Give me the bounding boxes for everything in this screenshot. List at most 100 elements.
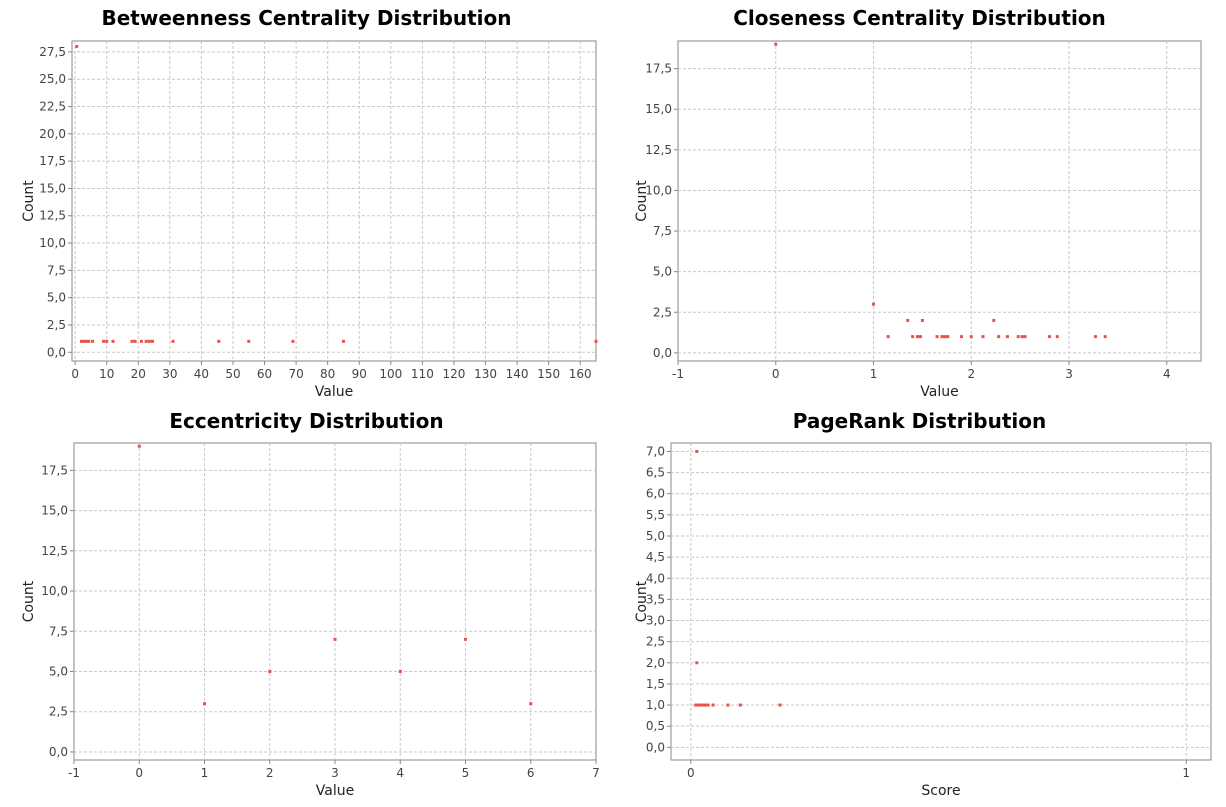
y-tick-label: 7,0 [646,444,665,458]
x-tick-label: -1 [68,766,80,780]
data-point [1103,335,1107,339]
data-point [203,702,206,706]
data-point [704,703,708,707]
x-tick-label: 0 [135,766,143,780]
x-tick-label: 2 [266,766,274,780]
data-point [464,637,467,641]
data-point [1023,335,1027,339]
y-tick-label: 17,5 [41,463,68,477]
data-point [699,703,703,707]
x-tick-label: 160 [569,367,592,381]
y-tick-label: 25,0 [39,72,66,86]
y-tick-label: 5,0 [47,291,66,305]
data-point [726,703,730,707]
data-point [959,335,963,339]
y-tick-label: 2,5 [646,635,665,649]
y-tick-label: 12,5 [41,544,68,558]
data-point [144,339,148,343]
y-tick-label: 12,5 [39,209,66,223]
data-point [711,703,715,707]
data-point [130,339,134,343]
y-tick-label: 10,0 [645,183,672,197]
y-axis-label: Count [634,580,650,622]
data-point [82,339,86,343]
data-point [247,339,251,343]
data-point [1005,335,1009,339]
eccentricity-chart: -1 0 1 2 3 4 5 6 7 0,0 2,5 5,0 7,5 10,0 12,5 15,0 17,5 Va… [21,442,600,799]
x-tick-label: 120 [442,367,465,381]
x-tick-label: 1 [1182,766,1190,780]
x-tick-label: 10 [99,367,114,381]
y-axis-label: Count [21,180,37,222]
data-point [695,449,699,453]
x-tick-label: 0 [772,367,780,381]
x-tick-label: 80 [320,367,335,381]
y-tick-label: 7,5 [47,263,66,277]
x-tick-label: 3 [331,766,339,780]
data-point [79,339,83,343]
y-tick-label: 5,0 [646,529,665,543]
data-point [111,339,115,343]
data-point [75,44,79,48]
data-point [333,637,337,641]
y-tick-label: 15,0 [39,181,66,195]
y-tick-label: 17,5 [645,62,672,76]
y-tick-label: 10,0 [41,584,68,598]
y-tick-label: 0,0 [646,740,665,754]
y-tick-label: 0,0 [49,745,68,759]
y-tick-label: 5,0 [653,265,672,279]
x-tick-label: 30 [162,367,177,381]
x-tick-label: 60 [257,367,272,381]
data-point [91,339,95,343]
chart-title: Closeness Centrality Distribution [733,6,1106,30]
data-point [268,669,272,673]
closeness-panel: Closeness Centrality Distribution -1 0 1 2 3… [613,0,1226,403]
y-tick-label: 2,5 [49,705,68,719]
data-point [133,339,137,343]
data-point [992,318,996,322]
data-point [139,339,143,343]
plot-area [71,40,597,362]
data-point [997,335,1001,339]
data-point [87,339,91,343]
y-tick-label: 10,0 [39,236,66,250]
pagerank-chart: 0 1 0,0 0,5 1,0 1,5 2,0 2,5 3,0 3,5 4,0 4,5 5,0 5,5 6,… [634,442,1212,799]
chart-title: Betweenness Centrality Distribution [101,6,512,30]
eccentricity-panel: Eccentricity Distribution -1 0 1 2 3 4 5 6 7 0,0 2… [0,403,613,807]
x-tick-label: 90 [352,367,367,381]
x-tick-label: 70 [288,367,303,381]
y-tick-label: 0,0 [47,345,66,359]
data-point [1020,335,1024,339]
data-point [696,703,700,707]
data-point [969,335,973,339]
data-point [147,339,151,343]
y-tick-label: 2,5 [47,318,66,332]
chart-title: Eccentricity Distribution [169,409,444,433]
data-point [105,339,109,343]
data-point [886,335,890,339]
plot-area [677,40,1202,362]
chart-title: PageRank Distribution [792,409,1047,433]
y-tick-label: 20,0 [39,127,66,141]
data-point [920,318,924,322]
data-point [171,339,175,343]
betweenness-panel: Betweenness Centrality Distribution 0 10 2… [0,0,613,403]
x-tick-label: 5 [462,766,470,780]
data-point [906,318,910,322]
x-tick-label: 140 [506,367,529,381]
data-point [1055,335,1059,339]
x-axis-label: Value [315,384,353,400]
data-point [529,702,533,706]
data-point [594,339,598,343]
y-tick-label: 4,5 [646,550,665,564]
x-axis-label: Value [316,783,354,799]
x-tick-label: 40 [194,367,209,381]
data-point [911,335,915,339]
y-tick-label: 4,0 [646,571,665,585]
x-tick-label: 50 [225,367,240,381]
x-tick-label: 4 [1163,367,1171,381]
data-point [916,335,920,339]
y-tick-label: 6,5 [646,466,665,480]
data-point [918,335,922,339]
x-axis-label: Score [921,783,960,799]
